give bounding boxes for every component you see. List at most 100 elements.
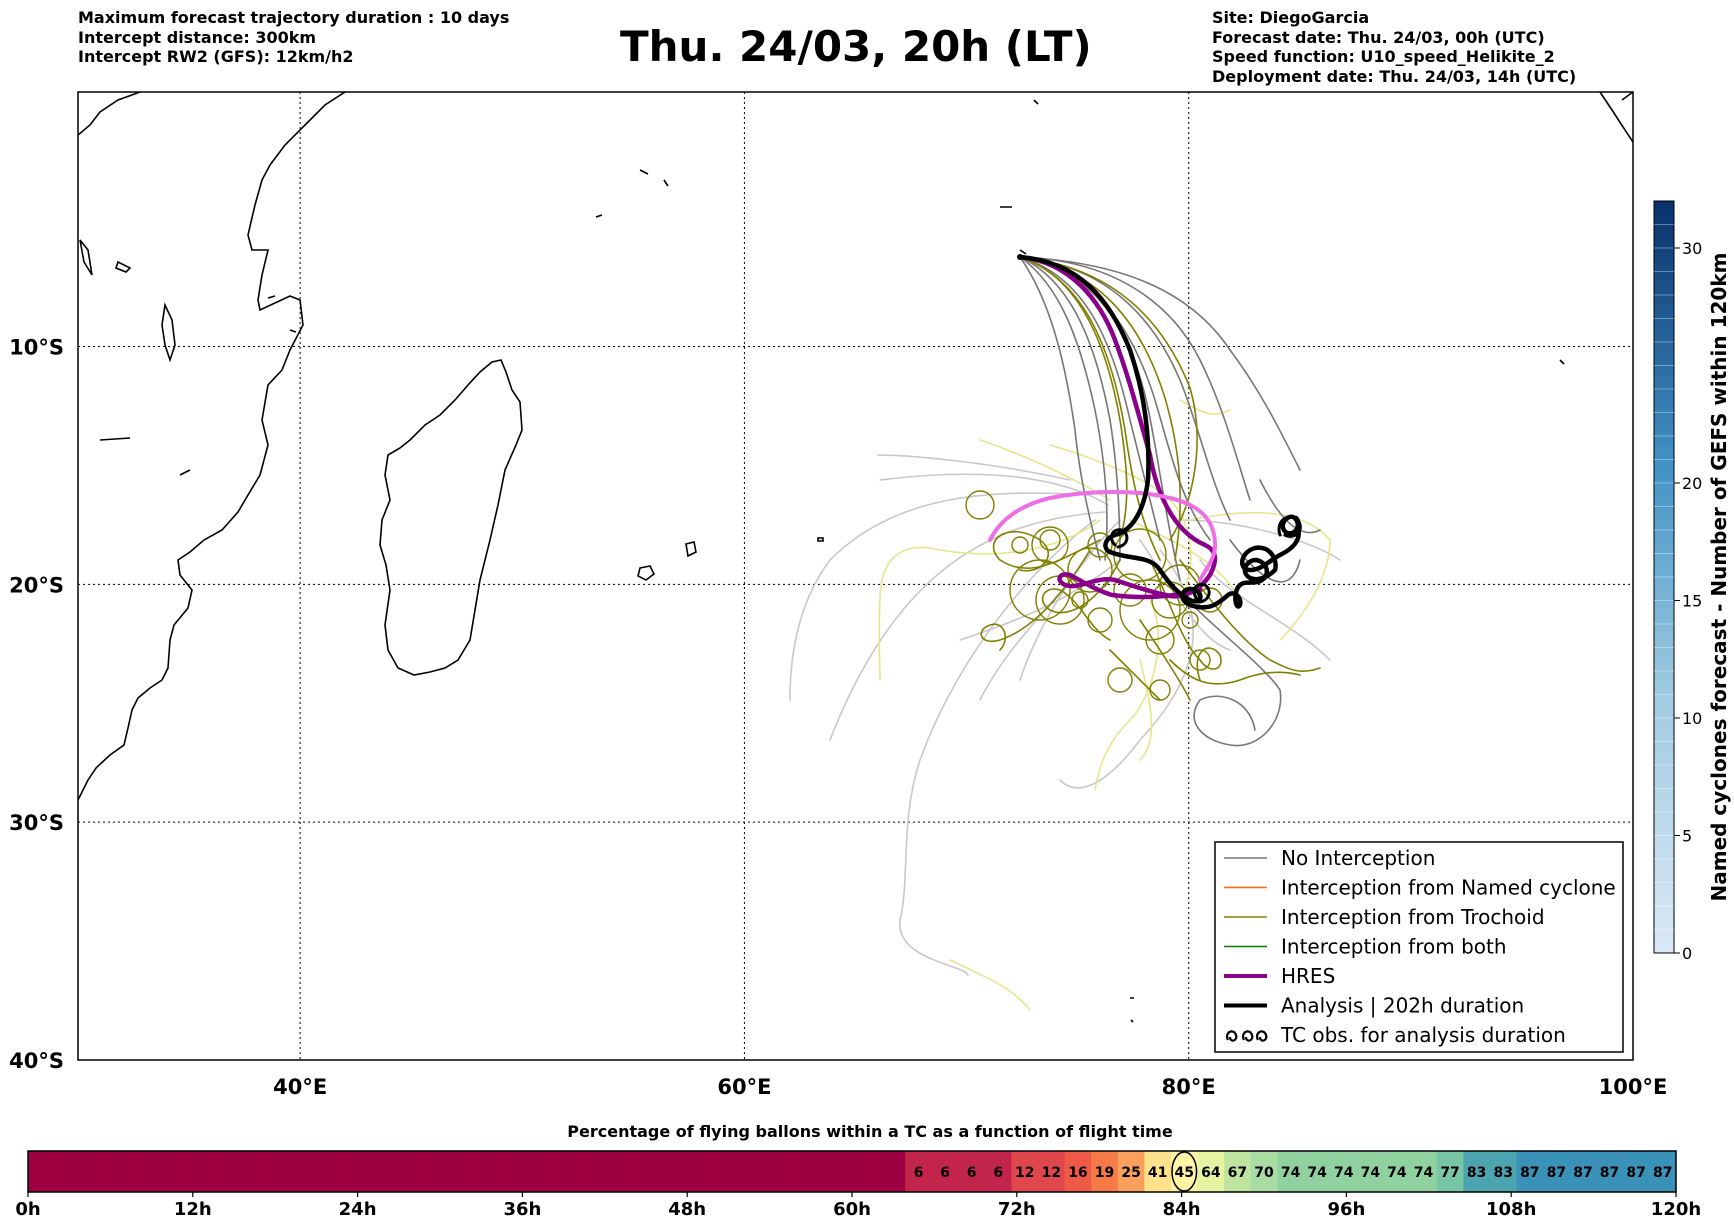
- flight-time-tick-label: 120h: [1651, 1199, 1701, 1220]
- flight-time-cell: 6: [905, 1151, 933, 1192]
- island-lake-malawi: [161, 302, 176, 363]
- islands-chagos: [1000, 206, 1027, 255]
- flight-time-cell: [54, 1151, 82, 1192]
- flight-time-cell: [160, 1151, 188, 1192]
- flight-time-cell: [293, 1151, 321, 1192]
- colorbar-tick-label: 5: [1682, 827, 1692, 846]
- islands-amsterdam: [1130, 997, 1134, 1023]
- header-left-line-3: Intercept RW2 (GFS): 12km/h2: [78, 47, 354, 66]
- flight-time-cell-value: 25: [1121, 1165, 1140, 1181]
- trochoid-loops: [965, 490, 1223, 701]
- flight-time-cell-value: 74: [1281, 1165, 1301, 1181]
- flight-time-cell-fill: [293, 1151, 321, 1192]
- legend-label: Interception from Trochoid: [1281, 905, 1545, 929]
- flight-time-cell-fill: [1197, 1151, 1225, 1192]
- header-right-line-2: Forecast date: Thu. 24/03, 00h (UTC): [1212, 27, 1545, 47]
- flight-time-cell: [240, 1151, 268, 1192]
- flight-time-cell-fill: [533, 1151, 561, 1192]
- flight-time-cell: [453, 1151, 481, 1192]
- header-left-line-2: Intercept distance: 300km: [78, 27, 317, 47]
- legend-entry: Interception from both: [1224, 935, 1507, 959]
- flight-time-cell-fill: [214, 1151, 242, 1192]
- flight-time-cell: [665, 1151, 694, 1192]
- flight-time-cell: 74: [1357, 1151, 1385, 1192]
- lon-tick-label: 60°E: [717, 1075, 771, 1099]
- flight-time-cell-value: 16: [1068, 1165, 1087, 1181]
- flight-time-cell-value: 45: [1175, 1165, 1194, 1181]
- lon-tick-label: 80°E: [1162, 1075, 1216, 1099]
- island-reunion: [685, 541, 697, 558]
- legend-label: TC obs. for analysis duration: [1280, 1023, 1566, 1047]
- colorbar-tick-label: 0: [1682, 944, 1692, 963]
- flight-time-cell: [825, 1151, 853, 1192]
- flight-time-cell-fill: [1330, 1151, 1358, 1192]
- flight-time-cell-value: 83: [1467, 1165, 1486, 1181]
- flight-time-cell-fill: [1410, 1151, 1438, 1192]
- legend-entry: TC obs. for analysis duration: [1226, 1023, 1566, 1047]
- legend-label: HRES: [1281, 964, 1335, 988]
- trajectories: [789, 254, 1341, 1011]
- header-right-line-3: Speed function: U10_speed_Helikite_2: [1212, 47, 1555, 66]
- islands-comoros: [267, 295, 297, 333]
- flight-time-cell-value: 87: [1547, 1165, 1566, 1181]
- flight-time-cell: 87: [1596, 1151, 1624, 1192]
- lon-tick-label: 100°E: [1599, 1075, 1668, 1099]
- coastline-africa: [78, 92, 304, 801]
- flight-time-cell-fill: [373, 1151, 401, 1192]
- flight-time-cell-value: 12: [1015, 1165, 1034, 1181]
- flight-time-cell-value: 67: [1228, 1165, 1247, 1181]
- flight-time-cell: 67: [1224, 1151, 1252, 1192]
- flight-time-cell-fill: [586, 1151, 614, 1192]
- header-right-line-4: Deployment date: Thu. 24/03, 14h (UTC): [1212, 66, 1577, 86]
- flight-time-cell: [400, 1151, 428, 1192]
- flight-time-cell-value: 74: [1387, 1165, 1407, 1181]
- flight-time-cell-fill: [134, 1151, 162, 1192]
- flight-time-cell-value: 64: [1201, 1165, 1221, 1181]
- flight-time-cell: 70: [1250, 1151, 1278, 1192]
- flight-time-tick-label: 60h: [833, 1199, 871, 1220]
- flight-time-cell: 87: [1569, 1151, 1597, 1192]
- flight-time-cell: 74: [1410, 1151, 1438, 1192]
- flight-time-bar: Percentage of flying ballons within a TC…: [15, 1122, 1701, 1220]
- flight-time-cell-fill: [506, 1151, 534, 1192]
- flight-time-cell-fill: [984, 1151, 1012, 1192]
- flight-time-cell-fill: [825, 1151, 853, 1192]
- flight-time-cell-fill: [400, 1151, 428, 1192]
- colorbar-named-cyclones: 0 5 10 15 20 30 Named cyclones forecast - Num…: [1653, 200, 1731, 963]
- flight-time-cell: 19: [1091, 1151, 1119, 1192]
- colorbar-tick-label: 20: [1682, 474, 1702, 493]
- flight-time-cell: [745, 1151, 773, 1192]
- island-cocos: [1559, 359, 1565, 365]
- legend-entry: No Interception: [1224, 846, 1435, 870]
- legend-entry: HRES: [1224, 964, 1335, 988]
- flight-time-cell: [346, 1151, 375, 1192]
- flight-time-cell: [28, 1151, 56, 1192]
- latitude-tick-labels: 10°S 20°S 30°S 40°S: [9, 335, 64, 1073]
- colorbar-tick-label: 15: [1682, 592, 1702, 611]
- flight-time-cell: 83: [1463, 1151, 1491, 1192]
- flight-time-cell-value: 74: [1414, 1165, 1434, 1181]
- flight-time-cell-fill: [1622, 1151, 1650, 1192]
- islands-maldives: [1033, 99, 1039, 105]
- flight-time-cell-value: 19: [1095, 1165, 1114, 1181]
- flight-time-cell-value: 6: [967, 1165, 977, 1181]
- legend-label: Interception from both: [1281, 935, 1507, 959]
- flight-time-tick-label: 36h: [503, 1199, 541, 1220]
- flight-time-cell-fill: [346, 1151, 375, 1192]
- flight-time-cell: [479, 1151, 507, 1192]
- legend-label: Analysis | 202h duration: [1281, 994, 1524, 1018]
- flight-time-cell: 41: [1144, 1151, 1172, 1192]
- flight-time-cell: 12: [1011, 1151, 1039, 1192]
- flight-time-cell: 6: [958, 1151, 986, 1192]
- flight-time-cell: 83: [1489, 1151, 1518, 1192]
- flight-time-cell: [81, 1151, 109, 1192]
- flight-time-cell: 74: [1277, 1151, 1305, 1192]
- flight-time-cell-fill: [1596, 1151, 1624, 1192]
- tc-obs-symbols: [1110, 515, 1302, 604]
- trajectory-hres-alt: [988, 490, 1217, 582]
- flight-time-cell-value: 83: [1493, 1165, 1512, 1181]
- flight-time-cell: [559, 1151, 587, 1192]
- flight-time-tick-label: 108h: [1486, 1199, 1536, 1220]
- flight-time-cell: [798, 1151, 826, 1192]
- flight-time-cell-fill: [1383, 1151, 1411, 1192]
